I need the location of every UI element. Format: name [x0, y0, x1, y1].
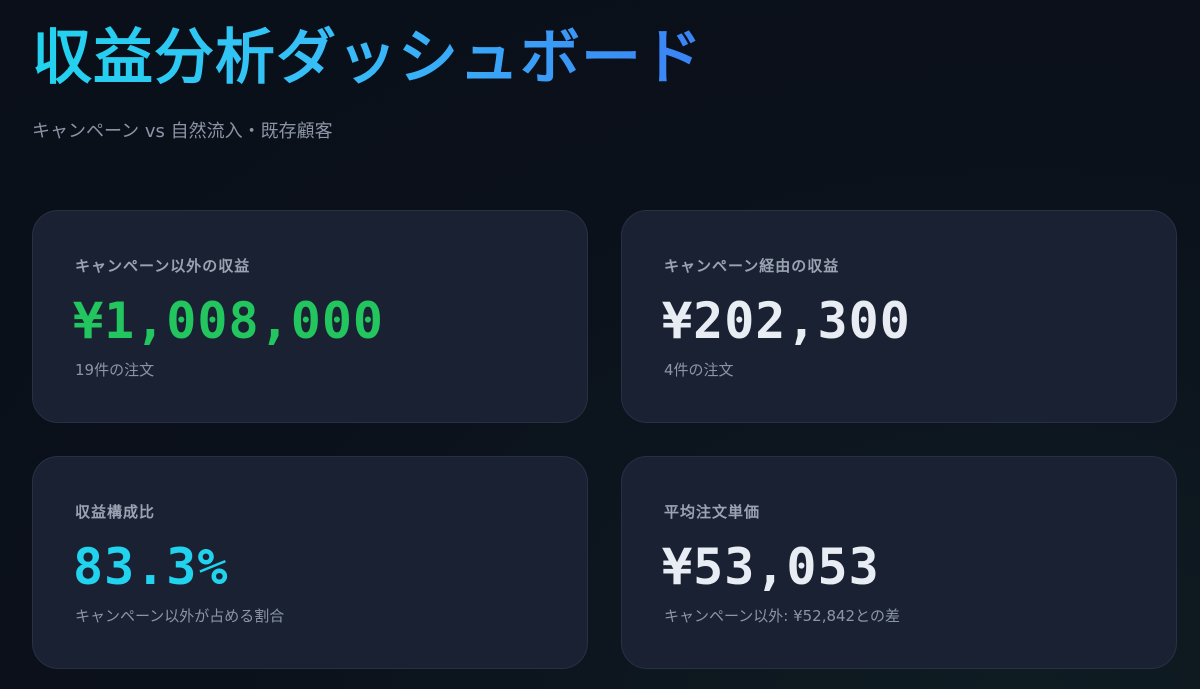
page-subtitle: キャンペーン vs 自然流入・既存顧客: [32, 121, 333, 142]
card-value: ¥1,008,000: [73, 292, 385, 350]
average-order-value-card: 平均注文単価 ¥53,053 キャンペーン以外: ¥52,842との差: [621, 456, 1177, 669]
card-subtext: キャンペーン以外が占める割合: [75, 607, 285, 625]
card-value: 83.3%: [73, 538, 229, 596]
card-subtext: 4件の注文: [664, 361, 734, 379]
card-label: キャンペーン以外の収益: [75, 257, 251, 275]
card-value: ¥202,300: [662, 292, 911, 350]
page-title: 収益分析ダッシュボード: [32, 18, 703, 98]
revenue-share-card: 収益構成比 83.3% キャンペーン以外が占める割合: [32, 456, 588, 669]
non-campaign-revenue-card: キャンペーン以外の収益 ¥1,008,000 19件の注文: [32, 210, 588, 423]
card-subtext: キャンペーン以外: ¥52,842との差: [664, 607, 900, 625]
card-label: 収益構成比: [75, 503, 156, 521]
card-label: 平均注文単価: [664, 503, 761, 521]
card-value: ¥53,053: [662, 538, 880, 596]
card-label: キャンペーン経由の収益: [664, 257, 840, 275]
card-subtext: 19件の注文: [75, 361, 155, 379]
campaign-revenue-card: キャンペーン経由の収益 ¥202,300 4件の注文: [621, 210, 1177, 423]
